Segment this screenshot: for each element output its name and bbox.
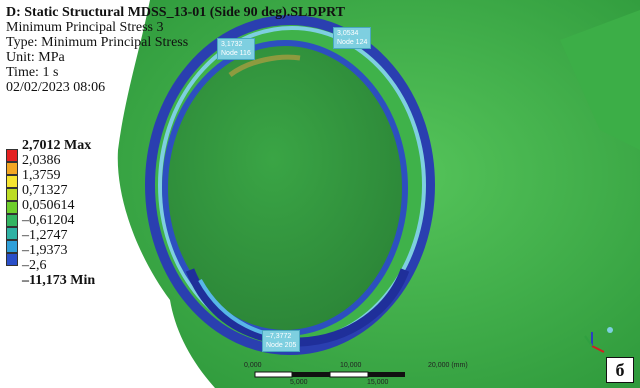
- probe-label-node-124[interactable]: 3,0534 Node 124: [333, 27, 372, 49]
- result-name: Minimum Principal Stress 3: [6, 20, 164, 35]
- legend-label: 1,3759: [22, 168, 61, 183]
- figure-label: б: [606, 357, 634, 383]
- scale-label: 10,000: [340, 362, 362, 369]
- result-unit: Unit: MPa: [6, 50, 65, 65]
- scale-bar: [254, 371, 405, 378]
- legend-swatch: [6, 175, 18, 188]
- probe-node: Node 116: [221, 50, 251, 57]
- legend-swatch: [6, 214, 18, 227]
- probe-node: Node 124: [337, 39, 368, 46]
- legend-swatch: [6, 253, 18, 266]
- result-date: 02/02/2023 08:06: [6, 80, 106, 95]
- legend-label-max: 2,7012 Max: [22, 138, 92, 153]
- probe-label-node-116[interactable]: 3,1732 Node 116: [217, 38, 255, 60]
- legend-swatch: [6, 188, 18, 201]
- legend-label: 2,0386: [22, 153, 61, 168]
- legend-label: 0,050614: [22, 198, 75, 213]
- legend-label: –1,9373: [22, 243, 68, 258]
- scale-label: 0,000: [244, 362, 262, 369]
- scale-label: 15,000: [367, 379, 389, 386]
- legend-label: –1,2747: [22, 228, 68, 243]
- probe-node: Node 205: [266, 342, 297, 349]
- scale-label: 5,000: [290, 379, 308, 386]
- legend-swatch: [6, 227, 18, 240]
- legend-swatch: [6, 162, 18, 175]
- result-time: Time: 1 s: [6, 65, 59, 80]
- result-info: D: Static Structural MDSS_13-01 (Side 90…: [6, 5, 345, 95]
- probe-label-node-205[interactable]: –7,3772 Node 205: [262, 330, 301, 352]
- legend-swatch: [6, 240, 18, 253]
- legend-swatch: [6, 149, 18, 162]
- pipe-branch: [560, 10, 640, 150]
- scale-label: 20,000 (mm): [428, 362, 468, 369]
- probe-value: –7,3772: [266, 333, 292, 340]
- probe-value: 3,0534: [337, 30, 359, 37]
- triad-axes: [584, 327, 613, 353]
- probe-value: 3,1732: [221, 41, 243, 48]
- stress-zone-top: [228, 54, 301, 78]
- legend-label-min: –11,173 Min: [22, 273, 96, 288]
- result-type: Type: Minimum Principal Stress: [6, 35, 189, 50]
- analysis-title: D: Static Structural MDSS_13-01 (Side 90…: [6, 5, 346, 20]
- legend-label: –0,61204: [22, 213, 75, 228]
- legend-label: 0,71327: [22, 183, 68, 198]
- legend-swatch: [6, 201, 18, 214]
- legend-label: –2,6: [22, 258, 47, 273]
